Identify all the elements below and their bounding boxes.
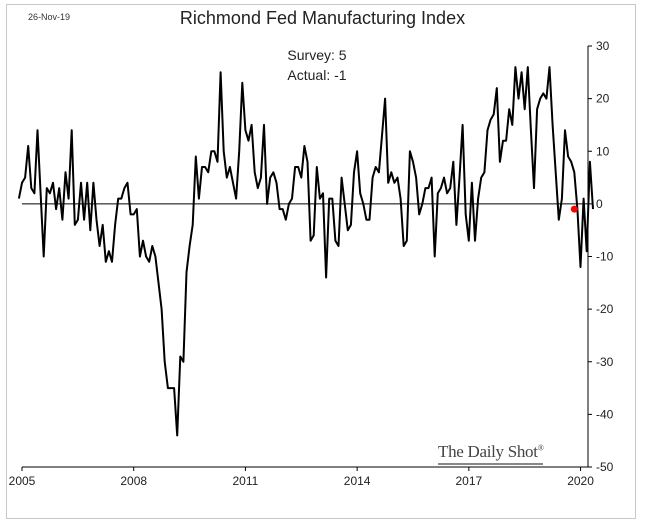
actual-point-marker bbox=[570, 205, 578, 213]
y-tick-label: -10 bbox=[596, 250, 614, 264]
y-tick-label: 20 bbox=[596, 92, 610, 106]
x-ticks: 2005 2008 2011 2014 2017 2020 bbox=[9, 467, 594, 488]
y-tick-label: -50 bbox=[596, 460, 614, 474]
y-tick-label: 0 bbox=[596, 197, 603, 211]
x-tick-label: 2005 bbox=[9, 474, 36, 488]
chart-title: Richmond Fed Manufacturing Index bbox=[179, 8, 466, 28]
index-series-line bbox=[17, 66, 594, 437]
x-tick-label: 2017 bbox=[455, 474, 482, 488]
x-tick-label: 2014 bbox=[344, 474, 371, 488]
daily-shot-watermark: The Daily Shot® bbox=[438, 442, 544, 465]
x-tick-label: 2011 bbox=[233, 474, 259, 488]
y-ticks: 30 20 10 0 -10 -20 -30 -40 -50 bbox=[588, 39, 614, 474]
date-stamp: 26-Nov-19 bbox=[28, 12, 71, 22]
y-tick-label: -20 bbox=[596, 302, 614, 316]
y-tick-label: 30 bbox=[596, 39, 610, 53]
watermark-mark: ® bbox=[537, 443, 544, 453]
x-tick-label: 2020 bbox=[567, 474, 594, 488]
survey-value: Survey: 5 bbox=[287, 47, 347, 63]
y-tick-label: -30 bbox=[596, 355, 614, 369]
x-tick-label: 2008 bbox=[120, 474, 147, 488]
y-tick-label: -40 bbox=[596, 407, 614, 421]
survey-annotation: Survey: 5 Actual: -1 bbox=[252, 45, 382, 85]
actual-value: Actual: -1 bbox=[287, 67, 347, 83]
watermark-text: The Daily Shot bbox=[438, 442, 538, 461]
y-tick-label: 10 bbox=[596, 144, 610, 158]
